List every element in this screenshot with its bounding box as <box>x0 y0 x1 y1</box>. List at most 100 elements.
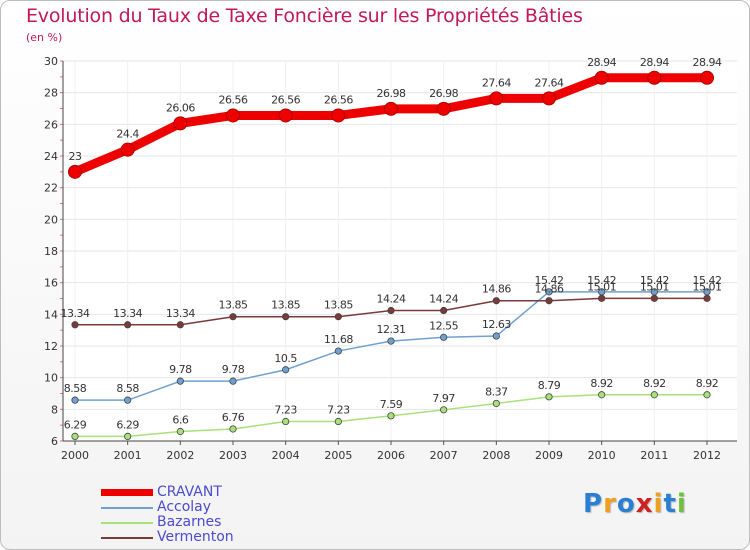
data-label-vermenton: 13.85 <box>271 299 300 312</box>
data-point-vermenton <box>124 321 132 329</box>
data-label-bazarnes: 7.59 <box>380 398 403 411</box>
data-point-cravant <box>647 70 662 85</box>
data-point-cravant <box>700 70 714 85</box>
data-point-cravant <box>120 142 135 157</box>
legend: CRAVANT Accolay Bazarnes Vermenton <box>101 485 234 545</box>
data-point-bazarnes <box>124 432 132 441</box>
data-point-bazarnes <box>598 391 606 399</box>
data-label-accolay: 15.42 <box>535 274 564 287</box>
legend-label: Accolay <box>157 499 212 515</box>
data-label-vermenton: 14.24 <box>377 293 406 306</box>
data-label-accolay: 8.58 <box>116 382 139 395</box>
data-point-bazarnes <box>703 391 711 399</box>
y-tick-label: 6 <box>51 435 58 448</box>
data-point-accolay <box>545 288 553 296</box>
x-tick-label: 2001 <box>114 449 142 462</box>
data-point-vermenton <box>71 321 79 329</box>
data-point-vermenton <box>598 294 606 302</box>
logo-letter: r <box>603 489 617 519</box>
data-point-vermenton <box>176 321 184 329</box>
y-axis-unit: (en %) <box>26 31 63 44</box>
data-label-vermenton: 13.34 <box>113 307 142 320</box>
y-tick-label: 30 <box>44 55 58 68</box>
data-label-vermenton: 13.85 <box>324 299 353 312</box>
data-point-vermenton <box>387 306 395 315</box>
data-point-accolay <box>334 347 342 355</box>
data-label-cravant: 26.98 <box>429 87 458 100</box>
legend-item-accolay: Accolay <box>101 500 234 515</box>
data-label-bazarnes: 6.6 <box>172 414 188 427</box>
data-label-vermenton: 15.01 <box>640 280 669 293</box>
data-point-accolay <box>71 396 79 404</box>
x-tick-label: 2002 <box>166 449 194 462</box>
y-tick-label: 18 <box>44 245 58 258</box>
y-tick-label: 8 <box>51 403 58 416</box>
data-label-accolay: 15.42 <box>587 274 616 287</box>
data-label-vermenton: 15.01 <box>587 280 616 293</box>
data-point-cravant <box>542 91 556 106</box>
data-label-cravant: 26.06 <box>166 101 195 114</box>
data-point-bazarnes <box>334 417 342 426</box>
data-label-accolay: 15.42 <box>693 274 722 287</box>
y-tick-label: 10 <box>44 372 58 385</box>
logo-letter: t <box>663 489 677 519</box>
y-tick-label: 28 <box>44 87 58 100</box>
data-point-bazarnes <box>492 399 500 408</box>
data-point-bazarnes <box>650 391 658 399</box>
data-point-cravant <box>173 116 188 131</box>
data-point-bazarnes <box>440 406 448 414</box>
x-tick-label: 2009 <box>535 449 563 462</box>
legend-item-vermenton: Vermenton <box>101 530 234 545</box>
data-point-bazarnes <box>545 393 553 401</box>
data-label-vermenton: 14.86 <box>535 283 564 296</box>
data-label-cravant: 27.64 <box>482 76 511 89</box>
x-tick-label: 2006 <box>377 449 405 462</box>
data-point-bazarnes <box>387 412 395 420</box>
data-point-bazarnes <box>282 417 290 426</box>
data-label-bazarnes: 6.76 <box>222 411 245 424</box>
data-point-cravant <box>594 70 609 85</box>
data-point-accolay <box>282 366 290 374</box>
data-point-accolay <box>124 396 132 404</box>
data-label-vermenton: 14.24 <box>429 293 458 306</box>
data-label-bazarnes: 8.92 <box>696 377 719 390</box>
legend-swatch <box>101 536 153 539</box>
data-label-accolay: 12.31 <box>377 323 406 336</box>
y-tick-label: 12 <box>44 340 58 353</box>
data-point-cravant <box>436 101 451 116</box>
data-point-bazarnes <box>71 432 79 441</box>
data-label-cravant: 26.56 <box>219 93 248 106</box>
data-point-vermenton <box>334 313 342 321</box>
logo-letter: i <box>676 489 687 519</box>
data-point-accolay <box>492 332 500 340</box>
data-label-cravant: 26.98 <box>377 87 406 100</box>
data-label-vermenton: 14.86 <box>482 283 511 296</box>
data-label-accolay: 12.55 <box>429 319 458 332</box>
data-label-cravant: 27.64 <box>535 76 564 89</box>
data-point-cravant <box>331 108 346 123</box>
legend-item-cravant: CRAVANT <box>101 485 234 500</box>
data-label-cravant: 28.94 <box>587 56 616 69</box>
legend-label: Bazarnes <box>157 514 222 530</box>
data-point-vermenton <box>650 294 658 302</box>
logo-letter: i <box>653 489 664 519</box>
data-label-bazarnes: 6.29 <box>116 418 139 431</box>
data-label-cravant: 26.56 <box>324 93 353 106</box>
x-tick-label: 2012 <box>693 449 721 462</box>
data-label-bazarnes: 7.97 <box>432 392 455 405</box>
legend-label: CRAVANT <box>157 484 222 500</box>
data-point-cravant <box>68 164 82 179</box>
data-label-cravant: 26.56 <box>271 93 300 106</box>
data-label-vermenton: 13.34 <box>166 307 195 320</box>
data-point-cravant <box>489 91 504 106</box>
x-tick-label: 2007 <box>430 449 458 462</box>
data-label-bazarnes: 6.29 <box>64 418 87 431</box>
data-point-bazarnes <box>176 427 184 436</box>
legend-swatch <box>101 489 153 496</box>
y-tick-label: 16 <box>44 277 58 290</box>
data-label-bazarnes: 7.23 <box>274 404 297 417</box>
data-label-cravant: 24.4 <box>116 128 139 141</box>
data-label-accolay: 9.78 <box>222 363 245 376</box>
